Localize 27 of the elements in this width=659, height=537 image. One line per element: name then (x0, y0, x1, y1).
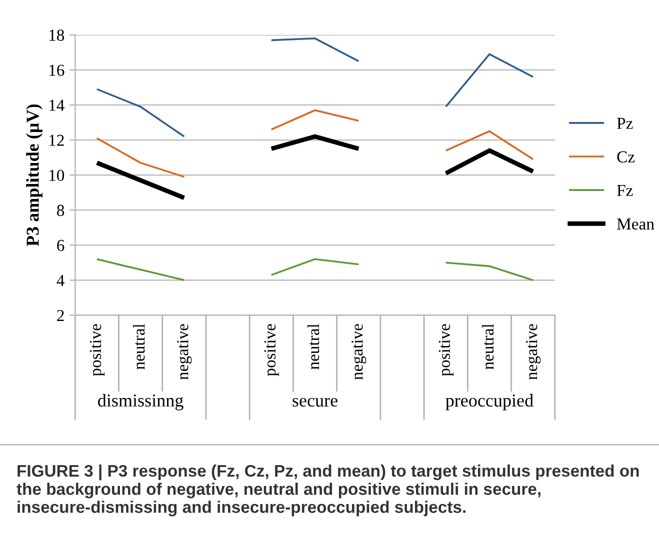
x-tick-label: negative (526, 324, 541, 380)
x-tick-label: neutral (482, 324, 494, 370)
x-tick-label: negative (352, 324, 366, 380)
y-tick-label: 14 (50, 100, 64, 111)
y-tick-label: 8 (57, 204, 64, 216)
text: secure (292, 398, 338, 407)
y-tick-label: 6 (57, 240, 64, 252)
x-tick-label: negative (177, 324, 192, 380)
legend-label: Mean (617, 218, 654, 230)
y-tick-label: 12 (50, 134, 64, 146)
x-tick-label: neutral (132, 324, 145, 370)
x-tick-label: positive (264, 324, 279, 376)
text: dismissinng (98, 394, 184, 410)
y-axis-title: P3 amplitude (µV) (26, 104, 42, 246)
y-tick-label: 10 (50, 170, 64, 182)
x-tick-label: positive (438, 324, 454, 376)
y-tick-label: 16 (50, 64, 64, 76)
x-tick-label: positive (90, 324, 104, 376)
caption: FIGURE 3 | P3 response (Fz, Cz, Pz, and mean) to target stimulus presented on the background of negative, neutral and positive stimuli in secure, insecure-dismissing and insecure-preoccupied subjects. (16, 464, 639, 516)
legend-label: Pz (617, 118, 633, 129)
y-tick-label: 18 (50, 30, 64, 41)
y-tick-label: 4 (56, 274, 64, 286)
legend-label: Fz (617, 184, 633, 196)
x-tick-label: neutral (307, 324, 320, 370)
y-tick-label: 2 (57, 310, 64, 321)
text: preoccupied (446, 394, 534, 410)
legend-label: Cz (617, 151, 635, 163)
